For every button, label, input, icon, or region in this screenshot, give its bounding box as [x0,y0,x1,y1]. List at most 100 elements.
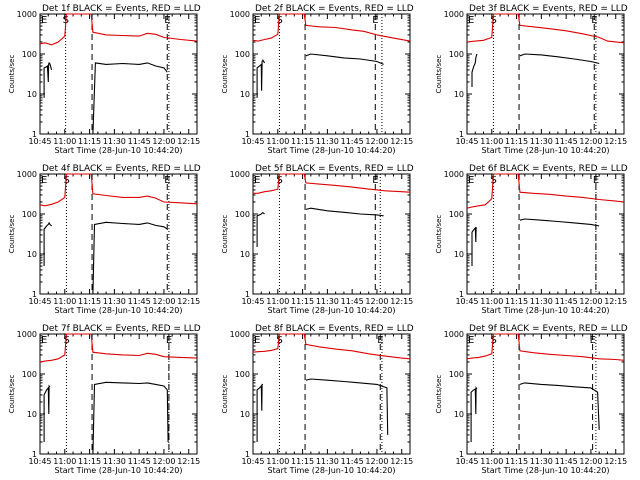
x-tick-label: 11:00 [480,457,503,466]
marker-label-e-start: E [41,15,47,26]
y-tick-label: 1000 [17,170,37,179]
plot-frame [39,173,198,295]
series-events [256,59,266,98]
panel-det-9: Det 9f BLACK = Events, RED = LLD 1 10 100 10… [435,324,628,475]
x-tick-label: 11:00 [266,297,289,306]
series-events [92,62,168,135]
y-tick-label: 10 [454,90,464,99]
y-axis-label: Counts/sec [8,375,16,414]
y-tick-label: 1000 [230,170,250,179]
plot-frame [252,13,411,135]
x-tick-label: 11:15 [78,297,101,306]
y-axis-label: Counts/sec [435,215,443,254]
marker-label-e-start: E [41,175,47,186]
x-tick-label: 11:30 [530,457,553,466]
y-tick-label: 1 [32,450,37,459]
series-events [519,218,600,227]
series-events [470,386,478,442]
x-tick-label: 12:00 [365,457,388,466]
x-tick-label: 10:45 [28,297,51,306]
y-axis-label: Counts/sec [435,55,443,94]
x-tick-label: 10:45 [28,137,51,146]
x-axis-label: Start Time (28-Jun-10 10:44:20) [268,466,396,475]
x-tick-label: 11:30 [530,297,553,306]
marker-label-s: S [490,15,496,26]
x-tick-label: 11:45 [128,297,151,306]
x-tick-label: 11:30 [530,137,553,146]
x-tick-label: 12:15 [604,457,627,466]
x-axis-label: Start Time (28-Jun-10 10:44:20) [55,306,183,315]
marker-label-s: S [276,175,282,186]
series-events [92,381,169,455]
marker-label-e-start: E [468,335,474,346]
panel-title: Det 6f BLACK = Events, RED = LLD [469,164,628,174]
x-tick-label: 12:00 [365,137,388,146]
series-lld [253,173,411,194]
y-axis-label: Counts/sec [221,215,229,254]
marker-label-s: S [276,15,282,26]
plot-frame [39,13,198,135]
x-tick-label: 12:00 [152,297,175,306]
x-tick-label: 12:00 [365,297,388,306]
y-tick-label: 1000 [17,10,37,19]
x-tick-label: 11:00 [266,137,289,146]
marker-label-e-end: E [372,15,378,26]
x-axis-label: Start Time (28-Jun-10 10:44:20) [482,306,610,315]
plot-frame [252,173,411,295]
y-tick-label: 100 [235,370,250,379]
series-events [305,207,384,217]
x-tick-label: 11:00 [266,457,289,466]
marker-label-e-start: E [41,335,47,346]
x-tick-label: 11:15 [505,297,528,306]
x-axis-label: Start Time (28-Jun-10 10:44:20) [482,146,610,155]
x-axis-label: Start Time (28-Jun-10 10:44:20) [55,146,183,155]
x-tick-label: 11:15 [505,457,528,466]
y-tick-label: 10 [27,250,37,259]
panel-det-5: Det 5f BLACK = Events, RED = LLD 1 10 100 10… [221,164,414,315]
series-events [519,53,600,65]
marker-label-e-end: E [164,175,170,186]
x-axis-label: Start Time (28-Jun-10 10:44:20) [268,306,396,315]
panel-det-7: Det 7f BLACK = Events, RED = LLD 1 10 100 10… [8,324,201,475]
marker-label-e-start: E [254,15,260,26]
x-tick-label: 12:15 [604,297,627,306]
series-lld [466,13,625,44]
y-tick-label: 10 [454,410,464,419]
series-lld [39,13,198,46]
plot-frame [466,333,625,455]
y-tick-label: 1000 [444,10,464,19]
series-events [43,221,52,266]
marker-label-e-start: E [254,175,260,186]
y-tick-label: 10 [454,250,464,259]
x-tick-label: 12:15 [390,457,413,466]
series-lld [39,333,198,363]
panel-title: Det 8f BLACK = Events, RED = LLD [255,324,414,334]
x-tick-label: 11:45 [341,137,364,146]
plot-frame [466,13,625,135]
y-tick-label: 1 [245,450,250,459]
x-tick-label: 11:30 [316,297,339,306]
marker-label-e-end: E [164,15,170,26]
x-tick-label: 11:00 [53,297,76,306]
y-tick-label: 10 [27,410,37,419]
panel-title: Det 4f BLACK = Events, RED = LLD [42,164,201,174]
x-tick-label: 11:00 [53,457,76,466]
x-tick-label: 12:00 [579,297,602,306]
panel-title: Det 2f BLACK = Events, RED = LLD [255,4,414,14]
y-tick-label: 1000 [230,10,250,19]
y-tick-label: 10 [240,90,250,99]
x-tick-label: 11:45 [555,297,578,306]
y-tick-label: 100 [22,370,37,379]
x-tick-label: 12:00 [152,137,175,146]
marker-label-e-end: E [166,335,172,346]
series-events [471,226,477,266]
y-tick-label: 1 [32,290,37,299]
x-tick-label: 11:45 [128,457,151,466]
y-tick-label: 1 [459,450,464,459]
y-axis-label: Counts/sec [435,375,443,414]
series-lld [466,333,625,361]
panel-det-8: Det 8f BLACK = Events, RED = LLD 1 10 100 10… [221,324,414,475]
y-tick-label: 100 [449,210,464,219]
series-events [43,61,53,98]
